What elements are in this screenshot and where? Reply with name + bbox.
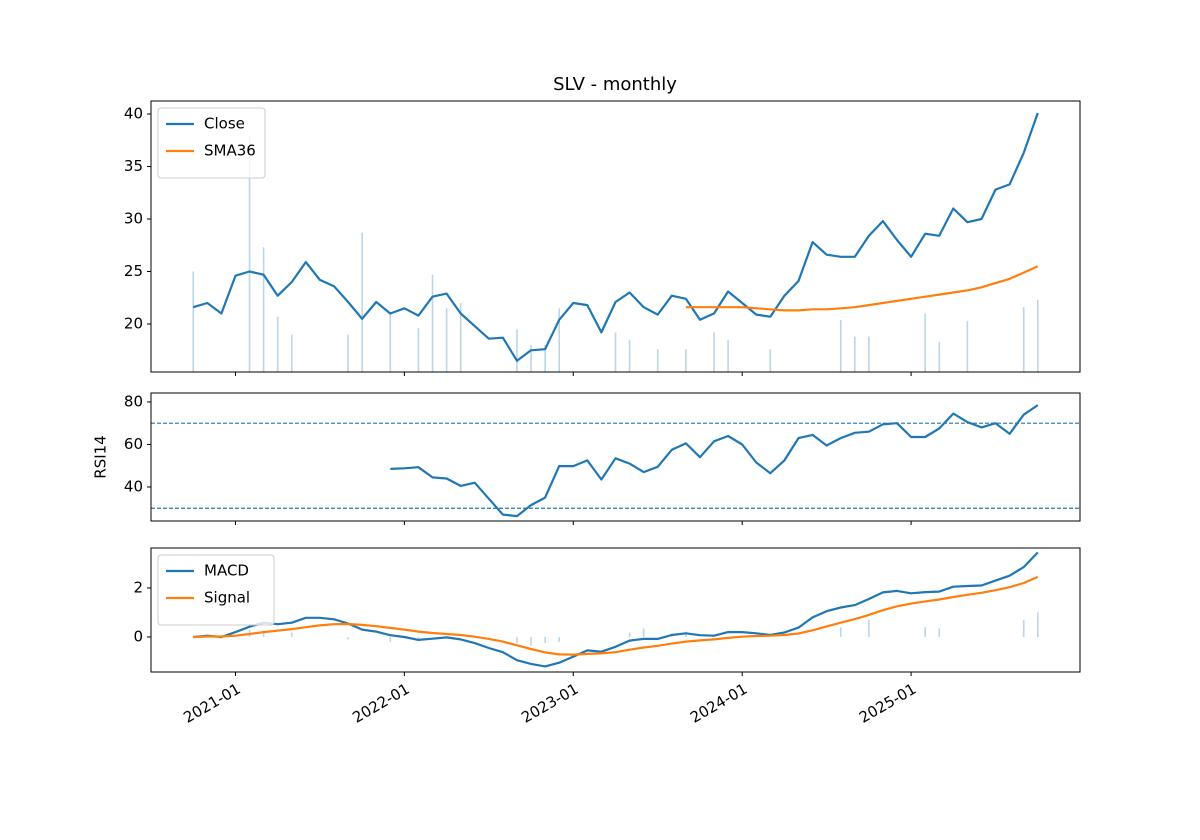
bar [248,135,251,372]
bar [431,274,434,372]
bar [389,313,392,372]
y-tick-label: 35 [124,157,143,175]
bar [966,320,969,372]
bar [685,349,687,372]
bar [727,339,729,372]
bar [868,336,870,372]
bar [262,247,265,372]
bar [347,334,349,372]
bar [290,334,293,372]
bar [628,339,631,372]
bar [924,627,926,637]
bar [938,341,941,372]
y-tick-label: 2 [133,578,143,596]
bar [924,313,926,372]
bar [868,619,870,637]
y-tick-label: 60 [124,435,143,453]
bar [530,636,532,646]
chart-title: SLV - monthly [553,74,677,95]
legend-label: SMA36 [204,142,256,160]
bar [938,628,941,637]
y-tick-label: 0 [133,627,143,645]
bar [459,303,462,372]
y-axis-label: RSI14 [92,435,110,478]
bar [558,636,560,642]
legend-box [157,107,266,179]
bar [276,316,279,372]
bar [530,345,532,372]
bar [1036,612,1039,637]
bar [445,308,448,372]
bar [544,345,546,372]
bar [614,332,617,372]
bar [769,349,772,372]
line-series [193,551,1039,668]
bar [262,632,265,637]
legend-box [157,554,275,626]
legend-label: MACD [204,562,249,580]
bar [516,636,518,644]
plot-area [151,404,1080,518]
bar [628,632,631,637]
y-tick-label: 40 [124,105,143,123]
bar [656,349,659,372]
y-tick-label: 80 [124,392,143,410]
y-tick-label: 30 [124,210,143,228]
bar [839,627,842,637]
line-series [685,265,1039,312]
y-tick-label: 20 [124,315,143,333]
bar [558,308,560,372]
bar [839,319,842,372]
plot-area [193,551,1039,668]
bar [347,636,349,640]
axes-frame [150,100,1081,373]
y-tick-label: 25 [124,262,143,280]
bar [361,232,363,372]
bar [1022,619,1025,637]
axes-frame [150,547,1081,673]
bar [389,636,392,642]
line-series [390,404,1039,518]
bar [192,271,195,372]
bar [544,636,546,644]
bar [853,336,856,372]
legend-label: Signal [204,589,250,607]
line-series [193,575,1039,656]
plot-area [192,112,1039,372]
line-series [192,112,1039,362]
legend-label: Close [204,115,245,133]
bar [713,332,715,372]
bar [290,632,293,637]
bar [642,628,645,637]
bar [1036,299,1039,372]
bar [1022,307,1025,372]
bar [516,329,518,372]
bar [417,328,420,372]
axes-frame [150,392,1081,522]
y-tick-label: 40 [124,477,143,495]
